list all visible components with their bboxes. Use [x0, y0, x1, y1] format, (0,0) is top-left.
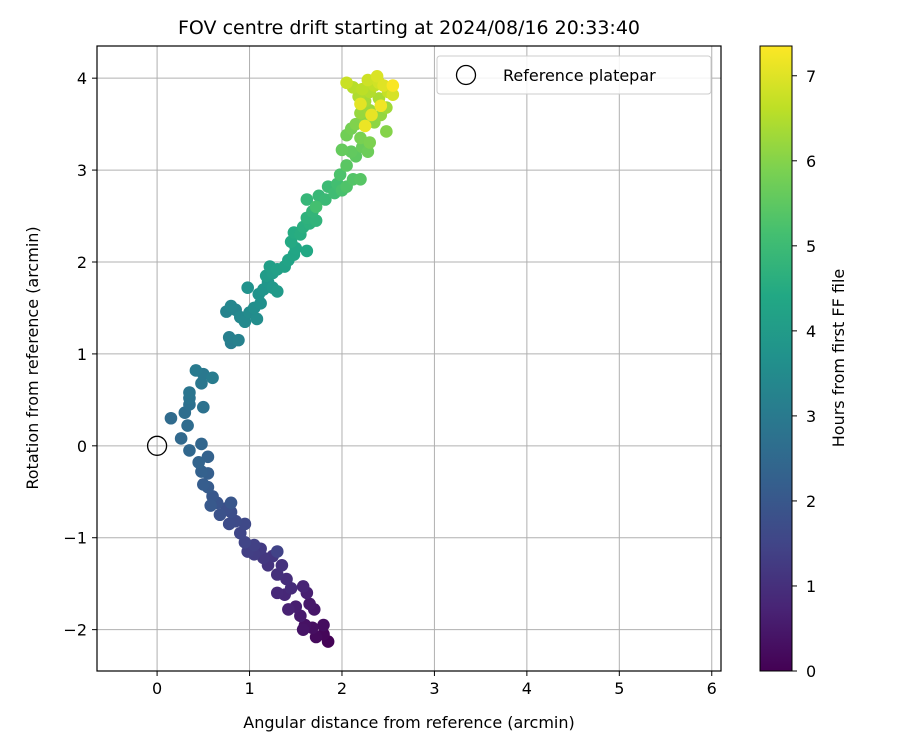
scatter-point: [183, 444, 196, 457]
grid-lines: [97, 46, 721, 671]
legend-open-circle-icon: [455, 64, 477, 86]
scatter-point: [189, 364, 203, 377]
scatter-point: [222, 517, 236, 531]
y-axis-label: Rotation from reference (arcmin): [23, 226, 42, 489]
x-tick-label: 4: [522, 679, 532, 698]
scatter-point: [340, 159, 353, 172]
y-tick-label: 3: [77, 161, 87, 180]
chart-title: FOV centre drift starting at 2024/08/16 …: [178, 17, 640, 39]
y-tick-label: 1: [77, 345, 87, 364]
scatter-point: [386, 88, 400, 102]
scatter-point: [270, 545, 284, 558]
colorbar-tick-label: 4: [806, 322, 816, 341]
scatter-point: [319, 193, 332, 206]
scatter-point: [296, 623, 310, 636]
y-tick-label: 4: [77, 69, 87, 88]
x-tick-label: 3: [429, 679, 439, 698]
y-axis-ticks: −2 −1 0 1 2 3 4: [63, 69, 97, 640]
colorbar-tick-label: 2: [806, 492, 816, 511]
scatter-point: [365, 108, 378, 122]
scatter-point: [197, 478, 210, 491]
scatter-point: [183, 386, 196, 399]
scatter-point: [241, 281, 254, 295]
colorbar-tick-label: 0: [806, 662, 816, 681]
x-tick-label: 6: [707, 679, 717, 698]
scatter-point: [174, 432, 188, 445]
scatter-point: [204, 499, 218, 512]
scatter-point: [386, 79, 400, 92]
legend-label-reference-platepar: Reference platepar: [503, 66, 656, 85]
scatter-point: [358, 119, 372, 133]
legend: Reference platepar: [436, 55, 712, 95]
scatter-point: [224, 299, 238, 313]
y-tick-label: −2: [63, 621, 87, 640]
scatter-point: [181, 419, 194, 432]
colorbar-tick-label: 5: [806, 237, 816, 256]
colorbar-tick-label: 1: [806, 577, 816, 596]
scatter-point: [270, 285, 284, 298]
scatter-point: [250, 312, 264, 326]
scatter-point: [201, 450, 215, 464]
plot-frame: [96, 45, 722, 672]
scatter-point: [335, 143, 349, 157]
scatter-point: [380, 125, 393, 138]
colorbar-tick-label: 6: [806, 152, 816, 171]
x-axis-label: Angular distance from reference (arcmin): [243, 713, 574, 732]
scatter-point: [377, 79, 390, 92]
x-tick-label: 5: [614, 679, 624, 698]
scatter-point: [363, 136, 377, 149]
y-tick-label: 2: [77, 253, 87, 272]
colorbar-tick-label: 7: [806, 67, 816, 86]
x-tick-label: 0: [152, 679, 162, 698]
scatter-point: [213, 508, 227, 522]
scatter-point: [197, 400, 210, 414]
colorbar: 0 1 2 3 4 5 6 7 Hours from first FF file: [759, 45, 848, 681]
scatter-point: [195, 437, 208, 451]
colorbar-tick-label: 3: [806, 407, 816, 426]
scatter-point: [224, 496, 238, 510]
scatter-point: [354, 172, 367, 186]
scatter-point: [354, 97, 367, 111]
colorbar-gradient: [759, 45, 793, 672]
scatter-points: [164, 70, 400, 648]
scatter-point: [232, 333, 245, 347]
scatter-point: [300, 244, 314, 258]
scatter-point: [340, 76, 353, 90]
y-tick-label: 0: [77, 437, 87, 456]
scatter-point: [300, 193, 314, 206]
scatter-point: [356, 82, 369, 96]
scatter-point: [192, 456, 205, 469]
x-tick-label: 2: [337, 679, 347, 698]
scatter-point: [275, 559, 289, 572]
scatter-point: [333, 168, 347, 181]
scatter-point: [296, 580, 310, 593]
scatter-point: [164, 411, 178, 425]
scatter-point: [370, 70, 384, 83]
scatter-point: [270, 586, 284, 600]
scatter-point: [374, 99, 388, 113]
y-tick-label: −1: [63, 529, 87, 548]
x-tick-label: 1: [244, 679, 254, 698]
colorbar-label: Hours from first FF file: [829, 269, 848, 448]
colorbar-ticks: 0 1 2 3 4 5 6 7: [792, 67, 816, 681]
scatter-point: [282, 603, 295, 616]
scatter-point: [317, 618, 330, 632]
scatter-point: [303, 597, 316, 611]
scatter-point: [206, 371, 219, 385]
legend-box: [436, 55, 712, 95]
x-axis-ticks: 0 1 2 3 4 5 6: [152, 671, 717, 698]
scatter-point: [309, 200, 323, 214]
reference-platepar-marker: [146, 435, 168, 456]
